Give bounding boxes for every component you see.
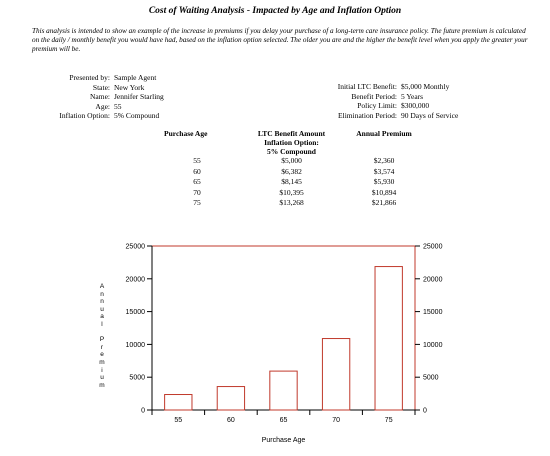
y-axis-label-char: a xyxy=(100,313,104,321)
bar-age-55 xyxy=(164,394,193,411)
y-tick-label-left: 5000 xyxy=(129,375,145,382)
policy-info-row: Benefit Period: 5 Years xyxy=(315,92,458,102)
policy-info-label: Initial LTC Benefit: xyxy=(337,82,397,91)
client-info-value: 55 xyxy=(114,101,122,111)
y-axis-label-char: n xyxy=(100,290,104,298)
client-info-value: Jennifer Starling xyxy=(114,92,164,101)
premium-cell: $5,930 xyxy=(373,177,395,186)
y-tick-label-left: 0 xyxy=(141,408,145,415)
premium-cell: $2,360 xyxy=(373,156,395,165)
benefit-cell: $6,382 xyxy=(281,166,302,176)
policy-info-value: $5,000 Monthly xyxy=(401,82,450,91)
age-cell: 60 xyxy=(193,166,201,176)
y-tick-label-left: 10000 xyxy=(126,342,146,349)
y-axis-label-char: n xyxy=(100,298,104,306)
client-info-value: Sample Agent xyxy=(114,73,157,82)
y-axis-label-char: m xyxy=(99,381,105,389)
benefit-cell: $5,000 xyxy=(281,156,302,165)
premium-table: Purchase Age LTC Benefit Amount Inflatio… xyxy=(150,129,429,209)
client-info-row: State: New York xyxy=(35,83,164,93)
age-cell: 75 xyxy=(193,198,201,207)
benefit-cell: $8,145 xyxy=(281,177,302,186)
col-header-benefit-line1: LTC Benefit Amount xyxy=(257,129,326,138)
table-row: 70 $10,395 $10,894 xyxy=(150,188,429,199)
bar-age-65 xyxy=(269,370,298,411)
policy-info-value: $300,000 xyxy=(401,101,430,110)
policy-info-value: 90 Days of Service xyxy=(401,110,459,120)
col-header-age: Purchase Age xyxy=(164,129,208,138)
y-axis-label-char: u xyxy=(100,374,104,382)
premium-bar-chart: 0 0 5000 5000 10000 10000 15000 15000 20000 20000… xyxy=(126,244,443,445)
client-info-label: Presented by: xyxy=(69,73,110,82)
policy-info-row: Initial LTC Benefit: $5,000 Monthly xyxy=(315,82,458,92)
col-header-benefit-line2: Inflation Option: xyxy=(264,138,319,147)
y-tick-label-right: 0 xyxy=(423,408,427,415)
benefit-cell: $13,268 xyxy=(279,198,304,207)
policy-info-row: Policy Limit: $300,000 xyxy=(315,101,458,111)
premium-cell: $10,894 xyxy=(371,187,397,197)
x-tick-label: 75 xyxy=(385,417,393,424)
y-axis-label-char: l xyxy=(101,320,103,328)
policy-info-label: Policy Limit: xyxy=(357,101,397,110)
y-tick-label-right: 5000 xyxy=(423,375,439,382)
client-info-row: Presented by: Sample Agent xyxy=(35,73,164,83)
age-cell: 70 xyxy=(193,187,201,197)
x-axis-label: Purchase Age xyxy=(262,437,306,444)
client-info: Presented by: Sample Agent State: New York N… xyxy=(35,73,164,121)
y-tick-label-right: 10000 xyxy=(423,342,443,349)
client-info-label: Name: xyxy=(90,92,110,101)
y-axis-label-char: u xyxy=(100,305,104,313)
age-cell: 55 xyxy=(193,156,201,165)
bar-age-75 xyxy=(374,266,403,411)
col-header-benefit-line3: 5% Compound xyxy=(267,147,316,156)
bar-age-70 xyxy=(321,338,351,411)
premium-cell: $3,574 xyxy=(373,166,395,176)
y-tick-label-left: 25000 xyxy=(126,244,146,251)
premium-table-body: 55 $5,000 $2,360 60 $6,382 $3,574 65 $8,145 $5,9… xyxy=(150,156,429,209)
y-tick-label-left: 15000 xyxy=(126,309,146,316)
x-tick-label: 60 xyxy=(227,417,235,424)
client-info-label: Age: xyxy=(95,101,110,111)
bar-age-60 xyxy=(216,386,246,411)
y-tick-label-right: 20000 xyxy=(423,276,443,283)
intro-paragraph: This analysis is intended to show an exa… xyxy=(32,27,528,54)
client-info-label: State: xyxy=(92,82,110,92)
y-axis-label-char: m xyxy=(99,358,105,366)
y-tick-label-right: 25000 xyxy=(423,244,443,251)
y-axis-label-char: e xyxy=(100,351,104,359)
table-row: 60 $6,382 $3,574 xyxy=(150,167,429,178)
x-tick-label: 55 xyxy=(174,417,182,424)
client-info-label: Inflation Option: xyxy=(59,111,110,120)
client-info-value: New York xyxy=(114,82,145,92)
age-cell: 65 xyxy=(193,177,201,186)
y-axis-label-char xyxy=(97,329,107,337)
premium-cell: $21,866 xyxy=(371,198,397,207)
policy-info-label: Elimination Period: xyxy=(338,110,397,120)
client-info-value: 5% Compound xyxy=(114,111,160,120)
x-tick-label: 65 xyxy=(280,417,288,424)
y-axis-label-char: A xyxy=(99,283,105,290)
benefit-cell: $10,395 xyxy=(279,187,304,197)
x-tick-label: 70 xyxy=(332,417,340,424)
policy-info-label: Benefit Period: xyxy=(351,91,397,101)
y-tick-label-left: 20000 xyxy=(126,276,146,283)
client-info-row: Name: Jennifer Starling xyxy=(35,92,164,102)
policy-info-row: Elimination Period: 90 Days of Service xyxy=(315,111,458,121)
col-header-premium: Annual Premium xyxy=(356,129,412,138)
y-axis-label-char: r xyxy=(100,343,104,351)
client-info-row: Inflation Option: 5% Compound xyxy=(35,111,164,121)
col-header-benefit: LTC Benefit Amount Inflation Option: 5% … xyxy=(244,129,339,156)
policy-info-value: 5 Years xyxy=(401,91,424,101)
y-axis-label-char: i xyxy=(101,366,103,374)
policy-info: Initial LTC Benefit: $5,000 Monthly Benefi… xyxy=(315,82,459,121)
y-tick-label-right: 15000 xyxy=(423,309,443,316)
table-row: 65 $8,145 $5,930 xyxy=(150,177,429,188)
y-axis-label-char: P xyxy=(99,336,105,344)
table-row: 75 $13,268 $21,866 xyxy=(150,198,429,209)
table-row: 55 $5,000 $2,360 xyxy=(150,156,429,167)
report-title: Cost of Waiting Analysis - Impacted by A… xyxy=(148,6,402,16)
client-info-row: Age: 55 xyxy=(35,102,164,112)
